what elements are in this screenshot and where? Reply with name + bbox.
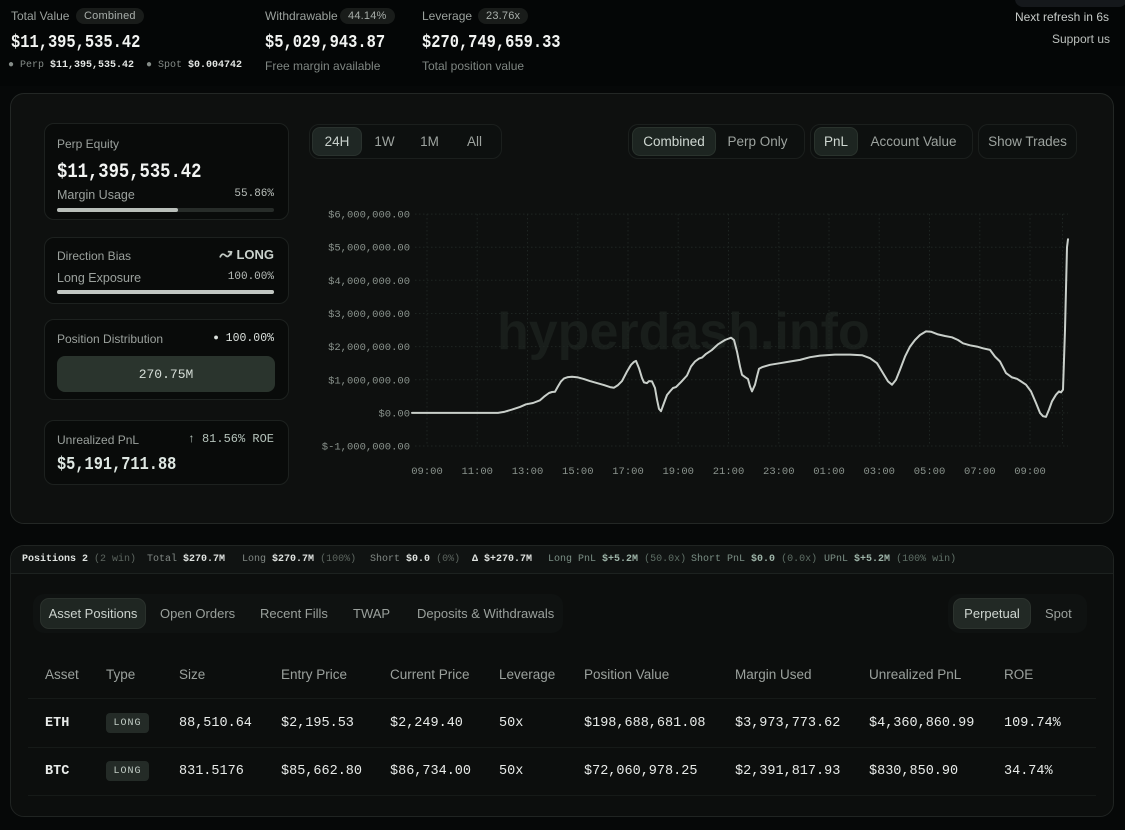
- svg-text:09:00: 09:00: [411, 466, 443, 478]
- svg-text:01:00: 01:00: [813, 466, 845, 478]
- svg-text:$4,000,000.00: $4,000,000.00: [328, 276, 410, 288]
- svg-text:$0.00: $0.00: [378, 408, 410, 420]
- svg-text:09:00: 09:00: [1014, 466, 1046, 478]
- svg-text:11:00: 11:00: [461, 466, 493, 478]
- svg-text:$1,000,000.00: $1,000,000.00: [328, 375, 410, 387]
- svg-text:$3,000,000.00: $3,000,000.00: [328, 309, 410, 321]
- svg-text:07:00: 07:00: [964, 466, 996, 478]
- svg-text:19:00: 19:00: [662, 466, 694, 478]
- svg-text:13:00: 13:00: [512, 466, 544, 478]
- svg-text:03:00: 03:00: [863, 466, 895, 478]
- svg-text:hyperdash.info: hyperdash.info: [497, 303, 870, 361]
- svg-text:23:00: 23:00: [763, 466, 795, 478]
- svg-text:17:00: 17:00: [612, 466, 644, 478]
- svg-text:$-1,000,000.00: $-1,000,000.00: [322, 442, 410, 454]
- svg-text:$5,000,000.00: $5,000,000.00: [328, 243, 410, 255]
- svg-text:$2,000,000.00: $2,000,000.00: [328, 342, 410, 354]
- svg-text:$6,000,000.00: $6,000,000.00: [328, 210, 410, 222]
- svg-text:15:00: 15:00: [562, 466, 594, 478]
- svg-text:05:00: 05:00: [914, 466, 946, 478]
- svg-text:21:00: 21:00: [713, 466, 745, 478]
